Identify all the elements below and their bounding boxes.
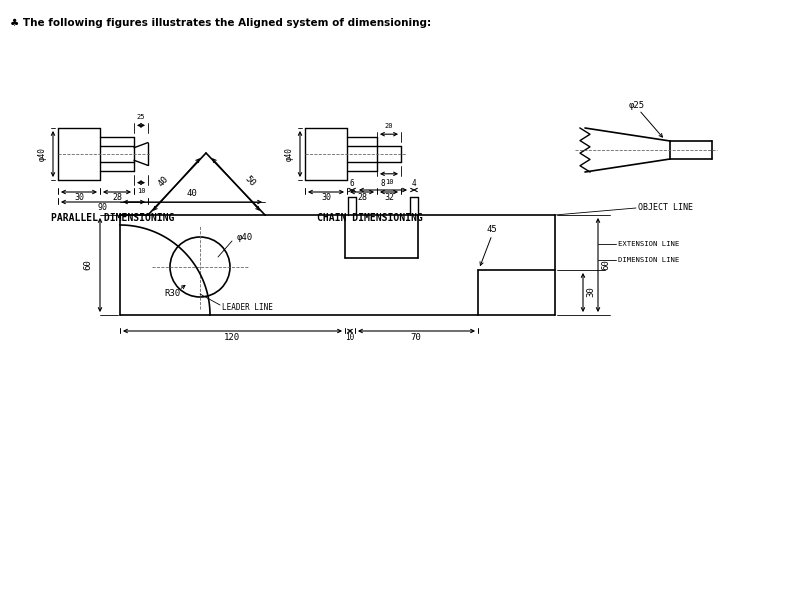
Text: φ40: φ40 xyxy=(237,233,253,242)
Text: 50: 50 xyxy=(242,174,257,188)
Text: φ25: φ25 xyxy=(629,101,645,110)
Text: 10: 10 xyxy=(385,179,394,185)
Text: PARALLEL DIMENSIONING: PARALLEL DIMENSIONING xyxy=(51,213,174,223)
Text: 120: 120 xyxy=(224,334,240,343)
Text: 32: 32 xyxy=(384,193,394,202)
Text: 4: 4 xyxy=(412,179,416,188)
Text: 60: 60 xyxy=(602,260,610,271)
Text: 25: 25 xyxy=(137,115,146,121)
Text: 6: 6 xyxy=(350,179,354,188)
Text: EXTENSION LINE: EXTENSION LINE xyxy=(618,241,679,247)
Text: 30: 30 xyxy=(74,193,84,202)
Text: 40: 40 xyxy=(186,190,198,199)
Text: 8: 8 xyxy=(381,179,386,188)
Text: 20: 20 xyxy=(385,123,394,129)
Text: 30: 30 xyxy=(321,193,331,202)
Text: 28: 28 xyxy=(357,193,367,202)
Text: 40: 40 xyxy=(156,174,170,188)
Text: 90: 90 xyxy=(98,203,108,212)
Text: 45: 45 xyxy=(486,226,498,235)
Text: 28: 28 xyxy=(112,193,122,202)
Text: 10: 10 xyxy=(137,188,146,194)
Text: φ40: φ40 xyxy=(285,147,294,161)
Text: 10: 10 xyxy=(346,334,354,343)
Text: CHAIN DIMENSIONING: CHAIN DIMENSIONING xyxy=(317,213,423,223)
Text: DIMENSION LINE: DIMENSION LINE xyxy=(618,257,679,263)
Text: R30: R30 xyxy=(164,289,180,298)
Text: 30: 30 xyxy=(586,287,595,298)
Text: ♣ The following figures illustrates the Aligned system of dimensioning:: ♣ The following figures illustrates the … xyxy=(10,18,431,28)
Text: LEADER LINE: LEADER LINE xyxy=(222,302,273,311)
Text: 70: 70 xyxy=(410,334,422,343)
Text: 60: 60 xyxy=(83,260,93,271)
Text: φ40: φ40 xyxy=(38,147,46,161)
Text: OBJECT LINE: OBJECT LINE xyxy=(638,203,693,212)
